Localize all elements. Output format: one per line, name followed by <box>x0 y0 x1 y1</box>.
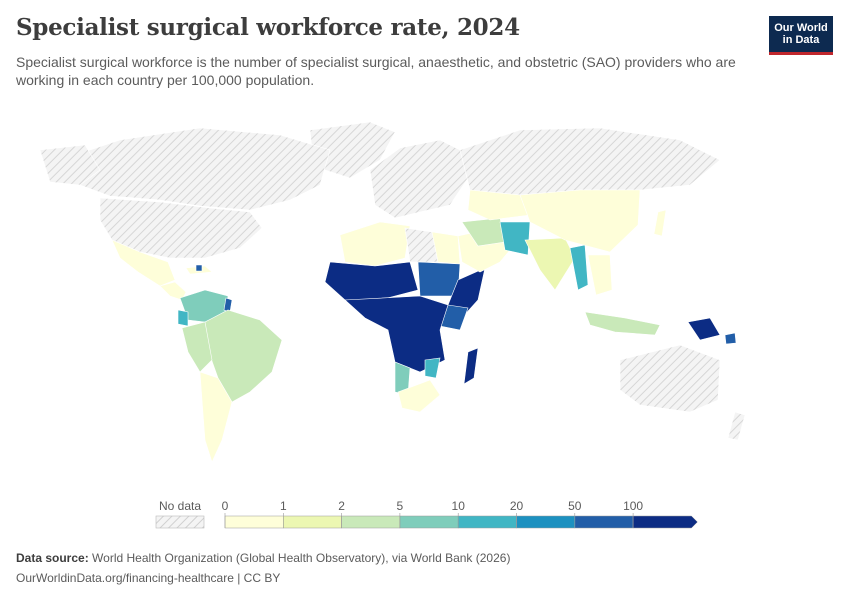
logo-line-1: Our World <box>774 22 828 34</box>
sahel[interactable] <box>324 261 419 301</box>
logo-line-2: in Data <box>782 34 820 46</box>
australia[interactable] <box>619 344 721 413</box>
owid-logo[interactable]: Our World in Data <box>769 16 833 55</box>
europe[interactable] <box>369 139 471 219</box>
japan[interactable] <box>653 209 667 237</box>
mexico[interactable] <box>111 239 176 287</box>
legend-no-data-label: No data <box>159 499 201 513</box>
source-label: Data source: <box>16 551 89 565</box>
india[interactable] <box>524 237 576 291</box>
brazil[interactable] <box>204 309 283 403</box>
legend-tick-label: 100 <box>623 499 643 513</box>
world-map[interactable] <box>0 115 850 485</box>
mozambique[interactable] <box>424 357 441 379</box>
russia[interactable] <box>459 127 721 196</box>
southeast-asia[interactable] <box>587 254 613 296</box>
legend-tick-label: 2 <box>338 499 345 513</box>
peru-bolivia[interactable] <box>181 321 213 373</box>
source-text: World Health Organization (Global Health… <box>92 551 511 565</box>
kazakhstan[interactable] <box>467 189 531 221</box>
legend-bin-2[interactable] <box>341 515 401 529</box>
central-america[interactable] <box>159 281 187 301</box>
china-mongolia[interactable] <box>519 189 641 253</box>
source-line: Data source: World Health Organization (… <box>16 548 510 568</box>
ecuador[interactable] <box>177 309 189 327</box>
papua-new-guinea[interactable] <box>687 317 721 341</box>
afghanistan-pakistan[interactable] <box>499 221 531 256</box>
madagascar[interactable] <box>463 347 479 385</box>
alaska[interactable] <box>39 144 101 186</box>
legend-tick-label: 10 <box>452 499 466 513</box>
south-africa[interactable] <box>397 379 441 413</box>
legend-bin-3[interactable] <box>399 515 459 529</box>
legend-tick-label: 20 <box>510 499 524 513</box>
legend-bin-1[interactable] <box>283 515 342 529</box>
canada[interactable] <box>59 127 331 211</box>
footer-url[interactable]: OurWorldinData.org/financing-healthcare … <box>16 571 281 585</box>
new-zealand[interactable] <box>727 411 746 441</box>
legend-bin-4[interactable] <box>457 515 517 529</box>
morocco-algeria[interactable] <box>339 221 411 267</box>
chart-title: Specialist surgical workforce rate, 2024 <box>16 14 520 41</box>
legend-tick-label: 1 <box>280 499 287 513</box>
argentina-chile[interactable] <box>199 371 233 463</box>
haiti[interactable] <box>195 264 203 272</box>
myanmar[interactable] <box>569 244 589 291</box>
legend-bin-0[interactable] <box>224 515 284 529</box>
solomon-islands[interactable] <box>724 332 737 345</box>
legend-no-data-swatch <box>155 515 205 529</box>
legend-bin-6[interactable] <box>574 515 634 529</box>
united-states[interactable] <box>99 197 263 259</box>
legend-tick-label: 5 <box>397 499 404 513</box>
indonesia[interactable] <box>584 311 661 336</box>
legend-bin-5[interactable] <box>516 515 576 529</box>
legend-bin-7[interactable] <box>632 515 698 529</box>
legend-tick-label: 50 <box>568 499 582 513</box>
color-legend: No data 0 1 2 5 10 20 50 100 <box>155 499 698 529</box>
legend-tick-label: 0 <box>222 499 229 513</box>
chart-subtitle: Specialist surgical workforce is the num… <box>16 54 736 88</box>
footer: Data source: World Health Organization (… <box>16 548 510 588</box>
